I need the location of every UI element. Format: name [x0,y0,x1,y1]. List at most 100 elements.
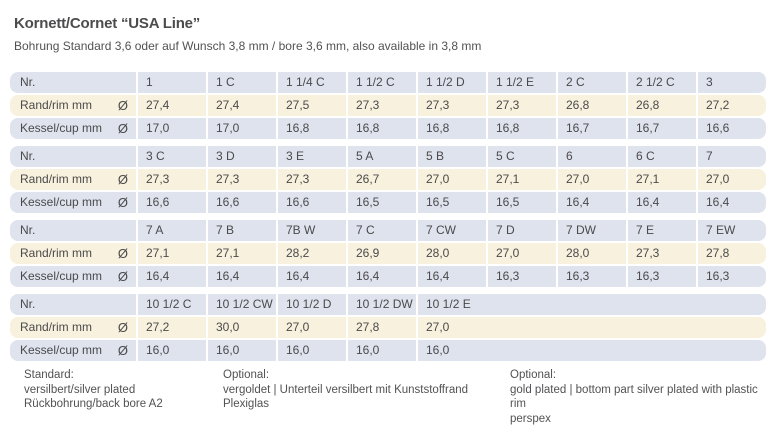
cup-value-cell: 16,4 [418,266,486,287]
rim-value-cell: 27,3 [208,169,276,190]
cup-value-cell: 16,8 [418,118,486,139]
cup-value-cell: 16,0 [418,340,766,361]
nr-cell: 10 1/2 DW [348,294,416,315]
nr-cell: 10 1/2 CW [208,294,276,315]
rim-value-cell: 26,8 [558,95,626,116]
cup-value-cell: 16,4 [628,192,696,213]
cup-value-cell: 16,7 [558,118,626,139]
nr-cell: 7 CW [418,220,486,241]
diameter-icon: Ø [117,195,128,210]
footer-note-optional-2: Optional: gold plated | bottom part silv… [510,368,766,426]
footer-line: versilbert/silver plated [24,383,136,396]
nr-cell: 7 EW [698,220,766,241]
row-label-text: Nr. [20,223,36,237]
page: Kornett/Cornet “USA Line” Bohrung Standa… [10,15,766,426]
cup-value-cell: 16,3 [698,266,766,287]
footer-notes: Standard: versilbert/silver plated Rückb… [24,368,766,426]
rim-value-cell: 28,0 [558,243,626,264]
nr-cell: 1 1/4 C [278,72,346,93]
cup-value-cell: 16,5 [488,192,556,213]
row-label-text: Kessel/cup mm [20,195,103,209]
cup-value-cell: 16,3 [488,266,556,287]
rim-value-cell: 27,0 [698,169,766,190]
nr-cell: 7 A [138,220,206,241]
cup-value-cell: 16,0 [348,340,416,361]
rim-value-cell: 27,3 [418,95,486,116]
row-label-text: Kessel/cup mm [20,343,103,357]
cup-value-cell: 16,6 [698,118,766,139]
rim-value-cell: 27,8 [698,243,766,264]
cup-value-cell: 16,0 [138,340,206,361]
cup-value-cell: 17,0 [208,118,276,139]
row-label-text: Rand/rim mm [20,320,93,334]
diameter-icon: Ø [117,172,128,187]
row-label-text: Nr. [20,75,36,89]
rim-value-cell: 28,0 [418,243,486,264]
footer-note-standard: Standard: versilbert/silver plated Rückb… [24,368,223,426]
page-title: Kornett/Cornet “USA Line” [14,15,201,32]
rim-value-cell: 27,0 [558,169,626,190]
nr-cell: 3 [698,72,766,93]
row-label-text: Nr. [20,297,36,311]
rim-value-cell: 27,8 [348,317,416,338]
cup-value-cell: 16,6 [278,192,346,213]
cup-value-cell: 16,5 [348,192,416,213]
nr-cell: 7 C [348,220,416,241]
footer-heading: Optional: [223,369,270,381]
rim-value-cell: 28,2 [278,243,346,264]
cup-value-cell: 16,4 [138,266,206,287]
row-label-rim: Rand/rim mm Ø [10,169,136,190]
nr-cell: 6 [558,146,626,167]
rim-value-cell: 26,7 [348,169,416,190]
cup-value-cell: 16,8 [278,118,346,139]
rim-value-cell: 27,4 [138,95,206,116]
nr-cell: 1 [138,72,206,93]
nr-cell: 1 1/2 E [488,72,556,93]
cup-value-cell: 17,0 [138,118,206,139]
rim-value-cell: 27,0 [418,317,766,338]
footer-heading: Optional: [510,369,557,381]
cup-value-cell: 16,4 [208,266,276,287]
page-subtitle: Bohrung Standard 3,6 oder auf Wunsch 3,8… [14,39,482,53]
rim-value-cell: 26,8 [628,95,696,116]
rim-value-cell: 27,1 [488,169,556,190]
row-label-cup: Kessel/cup mm Ø [10,340,136,361]
nr-cell: 5 B [418,146,486,167]
footer-line: perspex [510,412,551,425]
rim-value-cell: 27,1 [628,169,696,190]
rim-value-cell: 27,3 [138,169,206,190]
rim-value-cell: 27,1 [138,243,206,264]
nr-cell: 5 C [488,146,556,167]
footer-line: gold plated | bottom part silver plated … [510,383,758,411]
row-label-text: Kessel/cup mm [20,269,103,283]
diameter-icon: Ø [117,269,128,284]
row-label-nr: Nr. [10,72,136,93]
row-label-cup: Kessel/cup mm Ø [10,266,136,287]
cup-value-cell: 16,8 [348,118,416,139]
cup-value-cell: 16,6 [208,192,276,213]
footer-line: vergoldet | Unterteil versilbert mit Kun… [223,383,469,396]
rim-value-cell: 27,0 [418,169,486,190]
cup-value-cell: 16,6 [138,192,206,213]
rim-value-cell: 27,3 [348,95,416,116]
cup-value-cell: 16,0 [278,340,346,361]
nr-cell: 7 DW [558,220,626,241]
nr-cell: 3 E [278,146,346,167]
footer-heading: Standard: [24,369,74,381]
row-label-cup: Kessel/cup mm Ø [10,192,136,213]
row-label-text: Kessel/cup mm [20,121,103,135]
row-label-text: Rand/rim mm [20,98,93,112]
nr-cell: 7 B [208,220,276,241]
rim-value-cell: 27,4 [208,95,276,116]
nr-cell: 7 D [488,220,556,241]
cup-value-cell: 16,0 [208,340,276,361]
row-label-text: Rand/rim mm [20,172,93,186]
row-label-nr: Nr. [10,146,136,167]
nr-cell: 2 1/2 C [628,72,696,93]
rim-value-cell: 27,2 [138,317,206,338]
nr-cell: 6 C [628,146,696,167]
